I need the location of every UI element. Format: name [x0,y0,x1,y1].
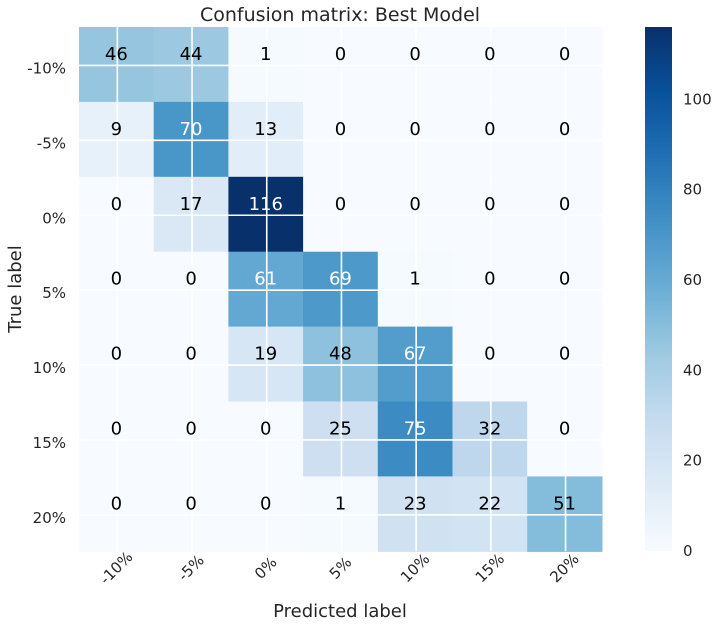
cell-value-label: 46 [105,44,128,65]
cell-value-label: 0 [484,44,495,65]
colorbar-tick-label: 80 [683,181,702,199]
cell-value-label: 69 [329,269,352,290]
cell-value-label: 70 [180,119,203,140]
cell-value-label: 0 [484,344,495,365]
y-tick-label: 20% [33,509,66,527]
cell-value-label: 0 [335,44,346,65]
cell-value-label: 13 [254,119,277,140]
cell-value-label: 0 [409,44,420,65]
y-axis-ticks: -10% -5% 0% 5% 10% 15% 20% [27,59,66,526]
cell-value-label: 23 [404,493,427,514]
cell-value-label: 0 [559,269,570,290]
cell-value-label: 25 [329,418,352,439]
cell-value-label: 0 [260,493,271,514]
heatmap-cell-labels: 46 44 1 0 0 0 0 9 70 13 0 0 0 0 0 17 116 0 0 0 0 0 0 61 69 1 0 0 0 0 1… [105,44,576,514]
x-tick-label: 10% [397,550,433,586]
colorbar-tick-label: 0 [683,542,693,560]
x-tick-label: -5% [174,551,207,584]
y-tick-label: 10% [33,359,66,377]
cell-value-label: 0 [409,194,420,215]
y-tick-label: -10% [27,59,66,77]
cell-value-label: 0 [111,418,122,439]
cell-value-label: 0 [409,119,420,140]
cell-value-label: 0 [484,194,495,215]
x-axis-ticks: -10% -5% 0% 5% 10% 15% 20% [96,548,582,588]
colorbar-tick-label: 40 [683,361,702,379]
colorbar-ticks: 0 20 40 60 80 100 [683,90,712,560]
x-tick-label: 0% [251,553,281,583]
cell-value-label: 116 [249,194,283,215]
x-tick-label: 20% [546,550,582,586]
cell-value-label: 0 [484,269,495,290]
cell-value-label: 44 [180,44,203,65]
x-tick-label: 5% [326,553,356,583]
cell-value-label: 0 [484,119,495,140]
cell-value-label: 17 [180,194,203,215]
colorbar [645,27,672,551]
cell-value-label: 0 [559,119,570,140]
cell-value-label: 48 [329,344,352,365]
cell-value-label: 0 [335,194,346,215]
cell-value-label: 19 [254,344,277,365]
y-tick-label: 0% [42,209,66,227]
y-tick-label: 15% [33,434,66,452]
cell-value-label: 0 [559,344,570,365]
cell-value-label: 1 [409,269,420,290]
cell-value-label: 61 [254,269,277,290]
cell-value-label: 9 [111,119,122,140]
cell-value-label: 0 [185,344,196,365]
cell-value-label: 0 [559,418,570,439]
cell-value-label: 67 [404,344,427,365]
cell-value-label: 0 [335,119,346,140]
x-tick-label: 15% [472,550,508,586]
cell-value-label: 1 [260,44,271,65]
cell-value-label: 0 [559,194,570,215]
heatmap-grid [79,27,602,552]
colorbar-tick-label: 60 [683,271,702,289]
cell-value-label: 0 [185,418,196,439]
cell-value-label: 0 [260,418,271,439]
cell-value-label: 0 [111,194,122,215]
y-tick-label: 5% [42,284,66,302]
cell-value-label: 0 [111,493,122,514]
cell-value-label: 22 [478,493,501,514]
cell-value-label: 0 [559,44,570,65]
cell-value-label: 1 [335,493,346,514]
x-tick-label: -10% [96,548,136,588]
cell-value-label: 32 [478,418,501,439]
colorbar-tick-label: 100 [683,90,712,108]
cell-value-label: 0 [111,344,122,365]
chart-title: Confusion matrix: Best Model [200,4,480,26]
cell-value-label: 0 [111,269,122,290]
y-tick-label: -5% [37,134,66,152]
x-axis-label: Predicted label [273,601,407,622]
cell-value-label: 0 [185,493,196,514]
cell-value-label: 51 [553,493,576,514]
cell-value-label: 75 [404,418,427,439]
cell-value-label: 0 [185,269,196,290]
y-axis-label: True label [5,245,26,334]
colorbar-tick-label: 20 [683,452,702,470]
